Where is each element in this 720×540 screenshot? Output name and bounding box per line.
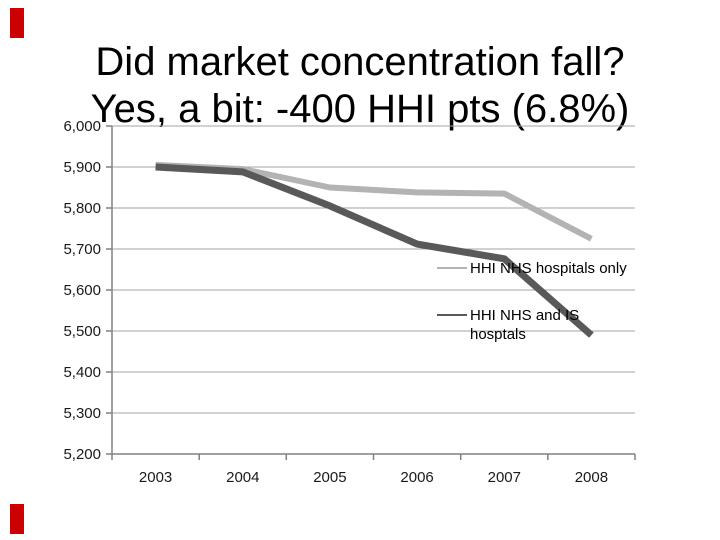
y-tick-label: 5,200: [63, 446, 101, 463]
legend-entry-nhs-hospitals-only: HHI NHS hospitals only: [437, 259, 627, 278]
legend-entry-nhs-and-is-hospitals: HHI NHS and IS hosptals: [437, 306, 579, 344]
x-tick-label: 2004: [226, 469, 259, 486]
y-tick-label: 5,400: [63, 364, 101, 381]
y-tick-label: 5,800: [63, 200, 101, 217]
slide-title-line2: Yes, a bit: -400 HHI pts (6.8%): [90, 86, 630, 131]
slide-title-line1: Did market concentration fall?: [95, 39, 625, 84]
x-tick-label: 2008: [575, 469, 608, 486]
axes: [106, 125, 636, 460]
series-line: [155, 163, 594, 338]
y-tick-label: 5,900: [63, 159, 101, 176]
y-tick-label: 5,600: [63, 282, 101, 299]
y-tick-label: 5,300: [63, 405, 101, 422]
x-tick-label: 2006: [400, 469, 433, 486]
legend-label-nhs-and-is-line1: HHI NHS and IS: [470, 307, 580, 324]
gridlines: [112, 125, 635, 455]
legend-line-marker-nhs-and-is: [437, 314, 467, 316]
y-tick-label: 5,700: [63, 241, 101, 258]
slide-title: Did market concentration fall? Yes, a bi…: [0, 39, 720, 133]
x-tick-labels: 2003 2004 2005 2006 2007 2008: [139, 469, 608, 486]
red-accent-top: [10, 8, 24, 38]
legend-line-marker-nhs-only: [437, 267, 467, 269]
y-tick-labels: 5,200 5,300 5,400 5,500 5,600 5,700 5,800 5,900…: [63, 118, 101, 463]
legend-label-nhs-and-is-line2: hosptals: [470, 326, 526, 343]
series-lines: [155, 161, 594, 338]
y-tick-label: 5,500: [63, 323, 101, 340]
x-tick-label: 2003: [139, 469, 172, 486]
x-tick-label: 2007: [488, 469, 521, 486]
legend-label-nhs-only: HHI NHS hospitals only: [470, 260, 627, 277]
red-accent-bottom: [10, 504, 24, 534]
y-tick-label: 6,000: [63, 118, 101, 135]
x-tick-label: 2005: [313, 469, 346, 486]
